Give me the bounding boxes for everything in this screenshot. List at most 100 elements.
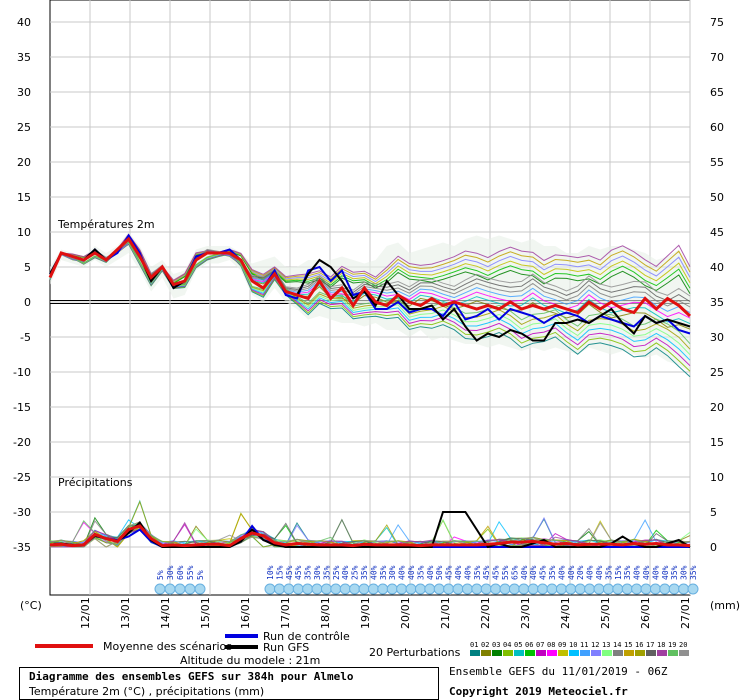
snowflake-icon (527, 583, 539, 595)
right-tick-label: 15 (710, 436, 724, 449)
left-tick-label: -10 (13, 366, 31, 379)
snowflake-icon (311, 583, 323, 595)
snowflake-icon (386, 583, 398, 595)
snow-prob-label: 55% (186, 565, 195, 580)
snowflake-icon (687, 583, 699, 595)
x-tick-label: 18/01 (319, 597, 332, 629)
snow-prob-label: 35% (360, 565, 369, 580)
snow-prob-label: 25% (332, 565, 341, 580)
snowflake-icon (584, 583, 596, 595)
snow-prob-label: 20% (576, 565, 585, 580)
snowflake-icon (443, 583, 455, 595)
x-axis: 12/01 13/01 14/01 15/01 16/01 17/01 18/01 19/01… (79, 597, 692, 629)
snowflake-icon (273, 583, 285, 595)
snowflake-icon (640, 583, 652, 595)
snow-prob-label: 40% (633, 565, 642, 580)
snow-prob-label: 45% (285, 565, 294, 580)
left-tick-label: 25 (17, 121, 31, 134)
x-tick-label: 25/01 (599, 597, 612, 629)
perturbation-swatch (624, 650, 634, 656)
snow-prob-label: 35% (689, 565, 698, 580)
snow-prob-label: 35% (322, 565, 331, 580)
legend-perturb-label: 20 Perturbations (369, 646, 461, 659)
perturbation-number: 16 (635, 641, 643, 649)
snowflake-icon (602, 583, 614, 595)
snow-prob-label: 15% (614, 565, 623, 580)
x-tick-label: 16/01 (239, 597, 252, 629)
altitude-text: Altitude du modele : 21m (180, 654, 320, 667)
snowflake-icon (518, 583, 530, 595)
perturbation-number: 06 (525, 641, 533, 649)
snowflake-icon (405, 583, 417, 595)
right-tick-label: 20 (710, 401, 724, 414)
perturbation-swatch (481, 650, 491, 656)
snow-prob-label: 10% (266, 565, 275, 580)
snow-prob-label: 60% (176, 565, 185, 580)
snow-prob-label: 35% (473, 565, 482, 580)
x-tick-label: 27/01 (679, 597, 692, 629)
snowflake-icon (292, 583, 304, 595)
right-tick-label: 55 (710, 156, 724, 169)
temperature-section-label: Températures 2m (57, 218, 155, 231)
snowflake-icon (471, 583, 483, 595)
snowflake-icon (668, 583, 680, 595)
perturbation-number: 18 (657, 641, 665, 649)
perturbation-temp-line (49, 240, 691, 297)
snow-prob-label: 35% (548, 565, 557, 580)
snow-prob-label: 15% (275, 565, 284, 580)
x-tick-label: 15/01 (199, 597, 212, 629)
perturbation-swatch (547, 650, 557, 656)
right-tick-label: 75 (710, 16, 724, 29)
x-tick-label: 21/01 (439, 597, 452, 629)
snowflake-icon (659, 583, 671, 595)
snowflake-icon (621, 583, 633, 595)
snow-prob-label: 40% (567, 565, 576, 580)
perturbation-number: 19 (668, 641, 676, 649)
perturbation-swatch (525, 650, 535, 656)
snow-prob-label: 40% (529, 565, 538, 580)
perturbation-swatch (679, 650, 689, 656)
left-tick-label: -25 (13, 471, 31, 484)
left-tick-label: -5 (20, 331, 31, 344)
snowflake-icon (631, 583, 643, 595)
snow-prob-label: 40% (426, 565, 435, 580)
snowflake-icon (555, 583, 567, 595)
snow-prob-label: 40% (595, 565, 604, 580)
snowflake-icon (574, 583, 586, 595)
snow-prob-label: 40% (651, 565, 660, 580)
right-tick-label: 5 (710, 506, 717, 519)
mean-temp-line (48, 236, 692, 318)
snow-prob-label: 40% (407, 565, 416, 580)
snowflake-icon (320, 583, 332, 595)
right-tick-label: 25 (710, 366, 724, 379)
x-tick-label: 14/01 (159, 597, 172, 629)
snow-prob-label: 50% (435, 565, 444, 580)
snowflake-icon (508, 583, 520, 595)
perturbation-swatch (580, 650, 590, 656)
precip-section-label: Précipitations (58, 476, 133, 489)
x-tick-label: 19/01 (359, 597, 372, 629)
perturbation-swatch (657, 650, 667, 656)
snow-prob-label: 30% (166, 565, 175, 580)
perturbation-swatches: 01 02 03 04 05 06 07 08 09 10 11 12 13 14 15 16 17 18 19 20 (470, 641, 689, 656)
perturbation-number: 13 (602, 641, 610, 649)
snow-probability-row: 5% 30% 60% 55% 5% 10% 15% 45% 45% 35% 30% 35% 25% 40%… (154, 565, 699, 595)
snowflake-icon (358, 583, 370, 595)
x-tick-label: 22/01 (479, 597, 492, 629)
snowflake-icon (537, 583, 549, 595)
snow-prob-label: 40% (586, 565, 595, 580)
snow-prob-label: 45% (294, 565, 303, 580)
perturbation-number: 12 (591, 641, 599, 649)
left-tick-label: 35 (17, 51, 31, 64)
snowflake-icon (264, 583, 276, 595)
snow-prob-label: 35% (670, 565, 679, 580)
snowflake-icon (194, 583, 206, 595)
snow-prob-label: 35% (416, 565, 425, 580)
run-info: Ensemble GEFS du 11/01/2019 - 06Z (449, 665, 668, 678)
snow-prob-label: 45% (492, 565, 501, 580)
snowflake-icon (339, 583, 351, 595)
snow-prob-label: 25% (351, 565, 360, 580)
left-tick-label: 20 (17, 156, 31, 169)
snowflake-icon (480, 583, 492, 595)
